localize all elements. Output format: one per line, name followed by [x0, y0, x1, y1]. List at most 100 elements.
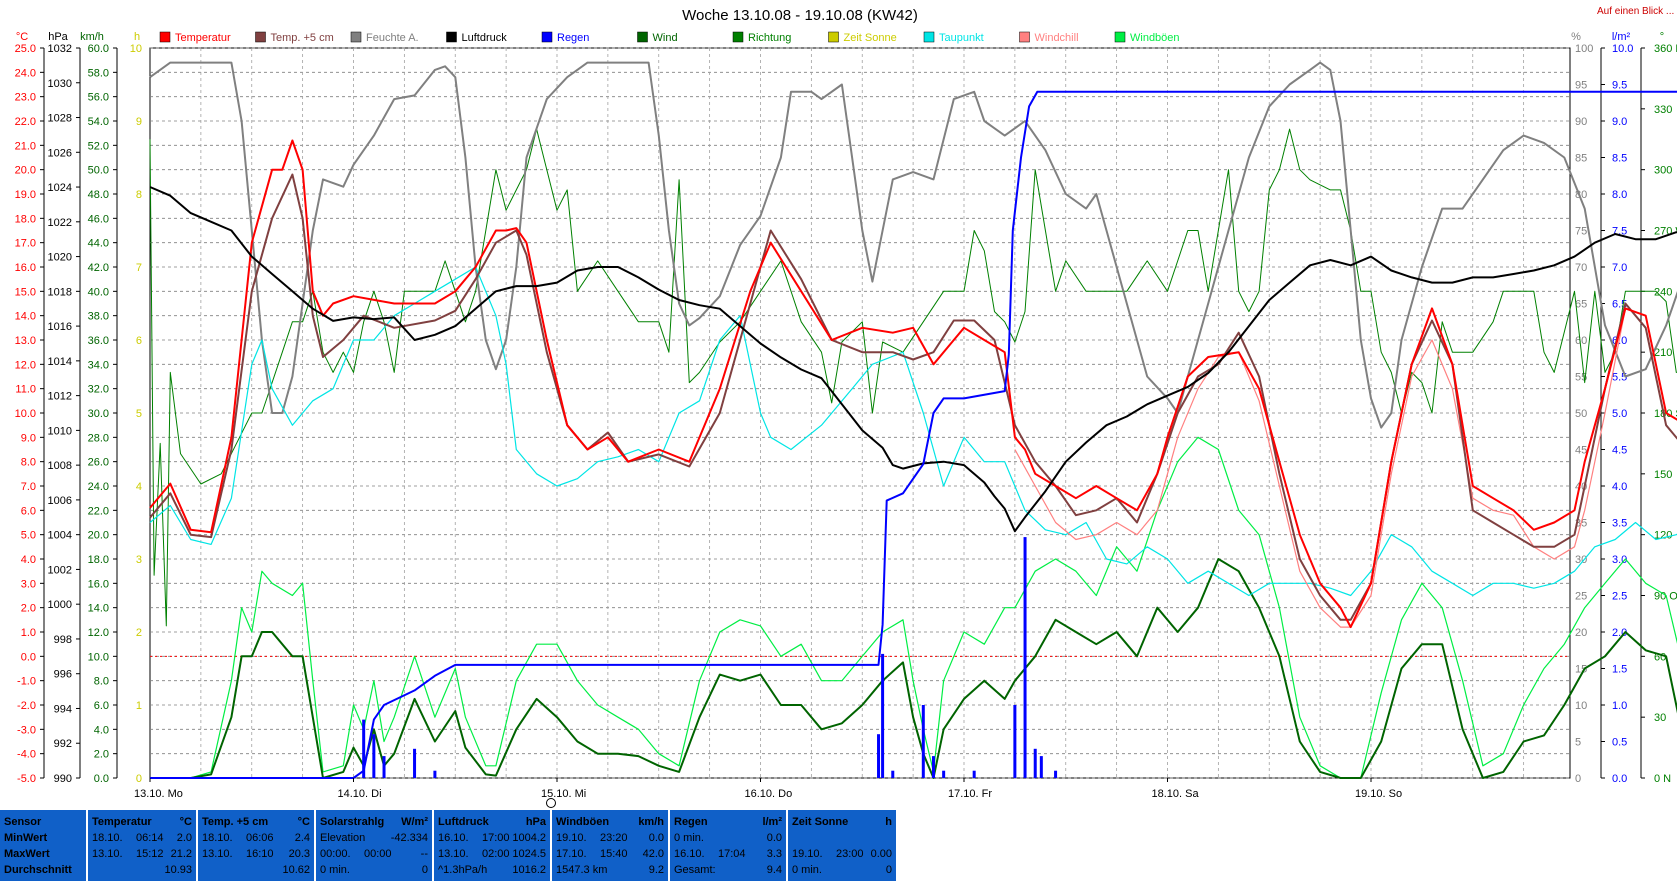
temperature-axis-tick-label: 12.0: [15, 359, 36, 371]
temperature-axis-tick-label: 22.0: [15, 116, 36, 128]
series-pressure: [149, 186, 1677, 533]
sun-axis-tick-label: 10: [130, 43, 142, 55]
summary-row: 13.10. 02:00 1024.5: [438, 846, 546, 862]
summary-row: 0 min. 0: [792, 862, 892, 878]
legend-label: Temperatur: [175, 32, 231, 44]
wind-axis-tick-label: 18.0: [88, 554, 109, 566]
legend-label: Regen: [557, 32, 589, 44]
summary-cell-value: 0.00: [870, 848, 892, 860]
pressure-axis-tick-label: 1008: [48, 460, 72, 472]
rain-axis-tick-label: 2.0: [1612, 627, 1627, 639]
temperature-axis-tick-label: 11.0: [15, 384, 36, 396]
summary-cell-value: 0: [885, 864, 892, 876]
grid: [149, 47, 1571, 779]
wind-axis-tick-label: 58.0: [88, 67, 109, 79]
summary-block: Windböen km/h 19.10. 23:20 0.0 17.10. 15:40 42.…: [552, 810, 668, 881]
summary-cell-time: 16:10: [246, 848, 274, 860]
rain-axis-tick-label: 0.0: [1612, 773, 1627, 785]
wind-axis-tick-label: 52.0: [88, 140, 109, 152]
summary-cell-time: 15:12: [136, 848, 164, 860]
wind-axis-tick-label: 40.0: [88, 286, 109, 298]
pressure-axis-tick-label: 994: [54, 703, 72, 715]
summary-cell-date: 18.10.: [92, 832, 123, 844]
legend-swatch: [1114, 31, 1126, 43]
humidity-axis-tick-label: 65: [1575, 299, 1587, 311]
wind-axis-tick-label: 2.0: [94, 749, 109, 761]
wind-axis-tick-label: 14.0: [88, 603, 109, 615]
direction-axis-tick-label: 330: [1654, 104, 1672, 116]
temperature-axis-tick-label: 16.0: [15, 262, 36, 274]
summary-cell-value: 2.0: [176, 832, 192, 844]
legend-swatch: [446, 31, 457, 43]
wind-axis-tick-label: 32.0: [88, 384, 109, 396]
wind-axis-tick-label: 60.0: [88, 43, 109, 55]
summary-cell-value: 0.0: [648, 832, 664, 844]
rain-axis-tick-label: 5.5: [1612, 372, 1627, 384]
legend-label: Temp. +5 cm: [271, 32, 334, 44]
temperature-axis-tick-label: 1.0: [21, 627, 36, 639]
temperature-axis-tick-label: 21.0: [15, 140, 36, 152]
summary-block-header: Windböen km/h: [556, 814, 664, 830]
temperature-axis-tick-label: 13.0: [15, 335, 36, 347]
rain-axis-tick-label: 1.5: [1612, 664, 1627, 676]
rain-axis-unit-label: l/m²: [1612, 31, 1631, 43]
summary-cell-date: 19.10.: [792, 848, 823, 860]
humidity-axis-tick-label: 60: [1575, 335, 1587, 347]
rain-bar: [372, 734, 376, 778]
temperature-axis-tick-label: 20.0: [15, 165, 36, 177]
temperature-axis-tick-label: 4.0: [21, 554, 36, 566]
temperature-axis-tick-label: 14.0: [15, 311, 36, 323]
series-humidity: [149, 61, 1677, 429]
sun-axis-tick-label: 9: [136, 116, 142, 128]
overview-link[interactable]: Auf einen Blick ...: [1597, 6, 1674, 17]
summary-row: Elevation -42.334: [320, 830, 428, 846]
summary-row: 13.10. 15:12 21.2: [92, 846, 192, 862]
wind-axis-tick-label: 54.0: [88, 116, 109, 128]
wind-axis-tick-label: 28.0: [88, 432, 109, 444]
summary-cell-value: 1016.2: [512, 864, 546, 876]
summary-cell-time: 23:20: [600, 832, 628, 844]
humidity-axis-tick-label: 20: [1575, 627, 1587, 639]
summary-block-title: Temp. +5 cm: [202, 816, 269, 828]
humidity-axis-tick-label: 0: [1575, 773, 1581, 785]
temperature-axis-tick-label: 0.0: [21, 651, 36, 663]
summary-block-title: Luftdruck: [438, 816, 489, 828]
summary-cell-time: 17:00: [482, 832, 510, 844]
wind-axis-tick-label: 50.0: [88, 165, 109, 177]
time-slider-handle[interactable]: [546, 798, 556, 808]
humidity-axis-tick-label: 15: [1575, 664, 1587, 676]
legend-label: Luftdruck: [462, 32, 508, 44]
summary-cell-value: -42.334: [390, 832, 428, 844]
pressure-axis-tick-label: 1004: [48, 530, 72, 542]
summary-cell-date: 00:00.: [320, 848, 351, 860]
summary-row: 16.10. 17:00 1004.2: [438, 830, 546, 846]
wind-axis-tick-label: 34.0: [88, 359, 109, 371]
summary-block-unit: W/m²: [401, 816, 428, 828]
pressure-axis-tick-label: 990: [54, 773, 72, 785]
summary-cell-date: 13.10.: [202, 848, 233, 860]
series-temperature: [149, 139, 1677, 629]
summary-row: 16.10. 17:04 3.3: [674, 846, 782, 862]
summary-cell-value: 1004.2: [512, 832, 546, 844]
summary-block: Regen l/m² 0 min. 0.0 16.10. 17:04 3.3 Gesamt: 9…: [670, 810, 786, 881]
summary-cell-date: 1547.3 km: [556, 864, 608, 876]
summary-cell-value: 3.3: [766, 848, 782, 860]
temperature-axis-tick-label: 15.0: [15, 286, 36, 298]
rain-bar: [433, 770, 437, 778]
summary-cell-date: 16.10.: [674, 848, 705, 860]
plot-area: [149, 61, 1677, 779]
x-tick-label: 18.10. Sa: [1152, 788, 1200, 800]
direction-axis-unit-label: °: [1660, 31, 1664, 43]
pressure-axis-tick-label: 1024: [48, 182, 72, 194]
temperature-axis-tick-label: 2.0: [21, 603, 36, 615]
wind-axis-tick-label: 56.0: [88, 92, 109, 104]
humidity-axis-tick-label: 100: [1575, 43, 1593, 55]
humidity-axis-tick-label: 70: [1575, 262, 1587, 274]
rain-axis-tick-label: 10.0: [1612, 43, 1633, 55]
humidity-axis-tick-label: 85: [1575, 153, 1587, 165]
rain-bar: [413, 748, 417, 778]
direction-axis-tick-label: 150: [1654, 469, 1672, 481]
pressure-axis-tick-label: 1016: [48, 321, 72, 333]
summary-block-header: Zeit Sonne h: [792, 814, 892, 830]
humidity-axis-tick-label: 90: [1575, 116, 1587, 128]
